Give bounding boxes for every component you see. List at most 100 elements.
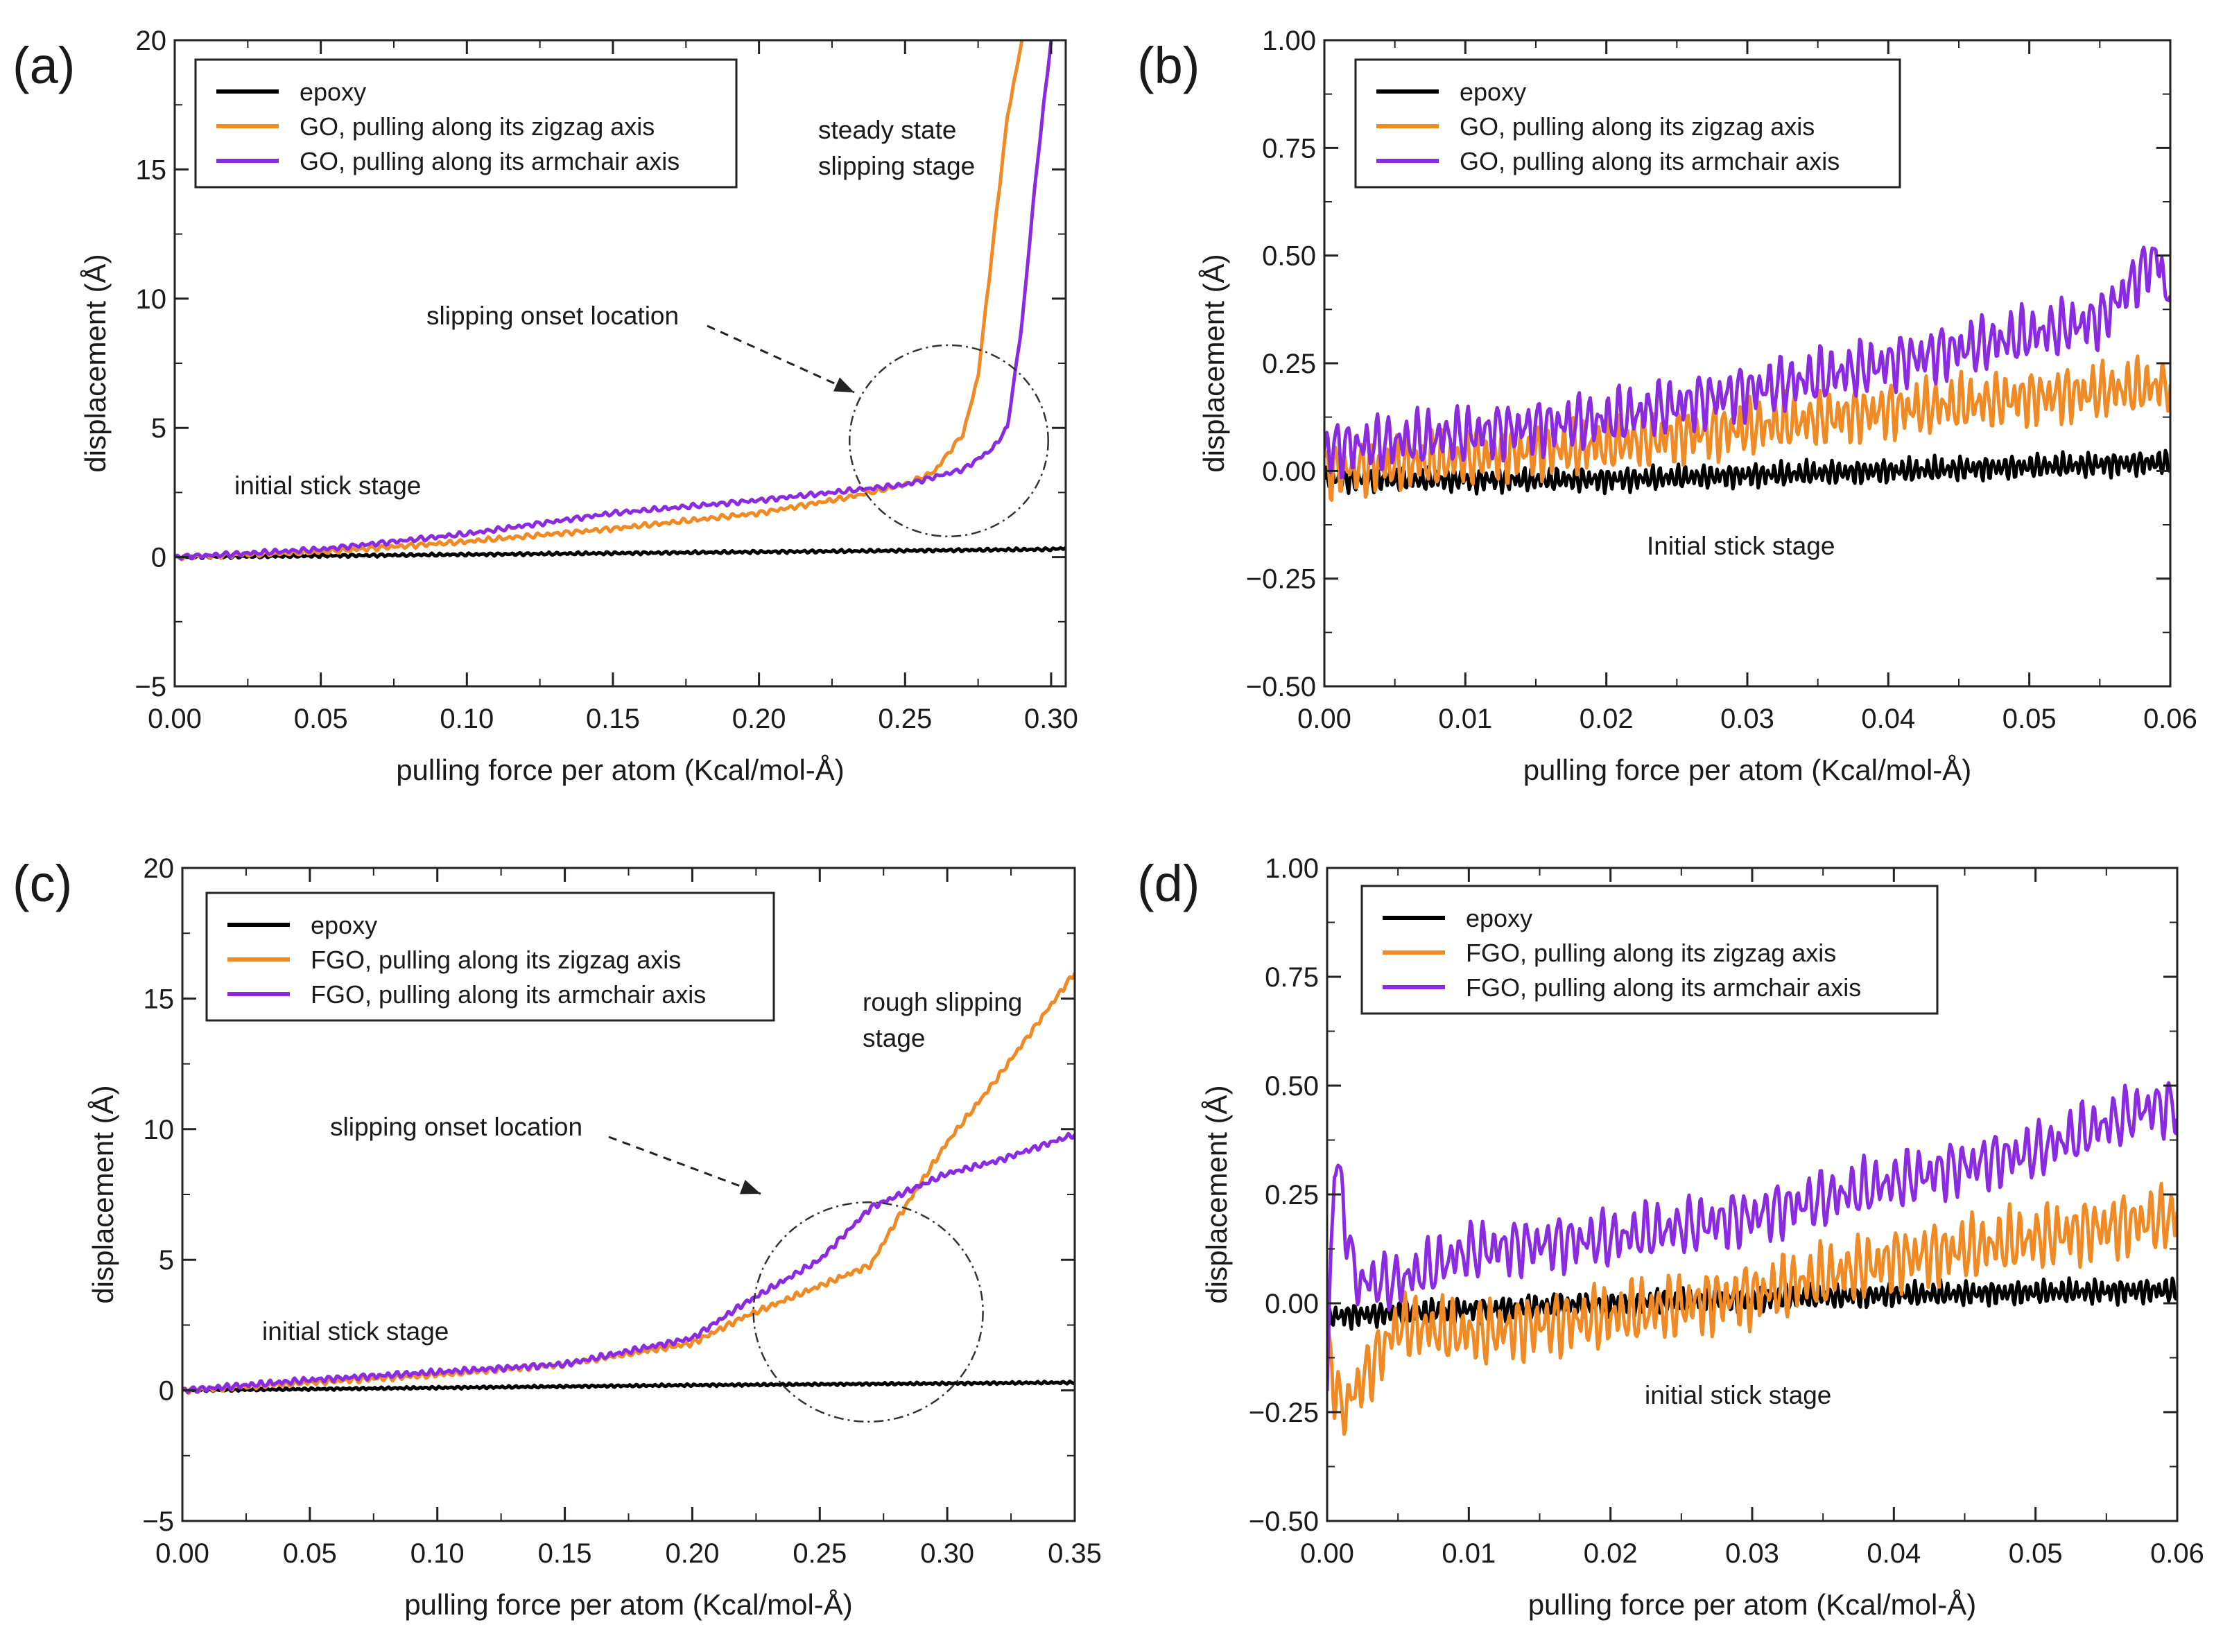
y-tick-label: 15	[136, 155, 167, 185]
y-tick-label: −0.25	[1246, 564, 1316, 595]
annotation-text: stage	[863, 1024, 926, 1052]
annotation-text: Initial stick stage	[1647, 532, 1835, 560]
x-axis-label: pulling force per atom (Kcal/mol-Å)	[1523, 754, 1972, 786]
x-tick-label: 0.02	[1580, 704, 1634, 734]
panel-d: (d) 0.00 0.01 0.02 0.03 0.04 0.05 0.06 −0.50 −0.2…	[1137, 853, 2204, 1621]
panel-label: (b)	[1137, 37, 1200, 94]
y-tick-label: −5	[142, 1506, 174, 1537]
y-tick-label: 0.25	[1265, 1180, 1319, 1210]
annotation-arrow-line	[608, 1136, 761, 1195]
annotation-text: initial stick stage	[262, 1317, 449, 1346]
panel-a: (a) 0.00 0.05 0.10 0.15 0.20 0.25 0.30 −5 0 5 10 15 2…	[12, 26, 1078, 786]
annotation-arrow-head	[739, 1179, 761, 1194]
slip-onset-circle	[848, 344, 1049, 538]
y-tick-label: 0.75	[1265, 962, 1319, 993]
legend-label-armchair: FGO, pulling along its armchair axis	[311, 980, 706, 1009]
annotation-arrow-head	[833, 377, 854, 392]
y-axis-label: displacement (Å)	[79, 254, 112, 472]
y-tick-label: 20	[136, 26, 167, 56]
y-tick-label: 0.50	[1262, 241, 1316, 272]
legend-box	[1360, 885, 1939, 1015]
legend: epoxy GO, pulling along its zigzag axis GO…	[194, 58, 738, 189]
x-tick-label: 0.15	[538, 1538, 592, 1569]
series-line-zigzag	[1327, 1181, 2177, 1436]
annotation-text: initial stick stage	[234, 471, 421, 500]
y-tick-label: 1.00	[1262, 26, 1316, 56]
x-tick-label: 0.03	[1720, 704, 1774, 734]
series-line-armchair	[1324, 245, 2170, 480]
legend-box	[205, 892, 775, 1022]
x-tick-label: 0.15	[586, 704, 640, 734]
x-tick-label: 0.25	[793, 1538, 847, 1569]
panel-label: (a)	[12, 37, 75, 94]
y-axis-label: displacement (Å)	[87, 1085, 119, 1303]
x-tick-label: 0.20	[665, 1538, 719, 1569]
y-tick-label: 20	[144, 853, 175, 884]
x-tick-label: 0.10	[410, 1538, 465, 1569]
panel-b: (b) 0.00 0.01 0.02 0.03 0.04 0.05 0.06 −0.50 −0.2…	[1137, 26, 2197, 786]
legend-label-zigzag: GO, pulling along its zigzag axis	[1460, 112, 1815, 141]
x-tick-label: 0.30	[1024, 704, 1078, 734]
x-tick-label: 0.00	[1300, 1538, 1354, 1569]
annotation-text: initial stick stage	[1645, 1381, 1831, 1409]
y-axis-label: displacement (Å)	[1200, 1085, 1233, 1303]
x-tick-label: 0.30	[920, 1538, 974, 1569]
y-tick-label: 0.25	[1262, 349, 1316, 379]
slip-onset-circle	[752, 1201, 984, 1423]
x-tick-label: 0.05	[2002, 704, 2057, 734]
y-tick-label: 1.00	[1265, 853, 1319, 884]
x-tick-label: 0.04	[1861, 704, 1915, 734]
series-line-armchair	[1327, 1081, 2177, 1391]
y-axis-label: displacement (Å)	[1197, 254, 1230, 472]
x-tick-label: 0.05	[283, 1538, 337, 1569]
legend-label-epoxy: epoxy	[1466, 904, 1532, 932]
series-line-epoxy	[1324, 449, 2170, 496]
y-tick-label: 0.50	[1265, 1071, 1319, 1102]
y-tick-label: 0	[151, 543, 166, 573]
legend: epoxy FGO, pulling along its zigzag axis F…	[205, 892, 775, 1022]
legend-box	[194, 58, 738, 189]
annotation-text: rough slipping	[863, 988, 1022, 1016]
x-tick-label: 0.01	[1438, 704, 1492, 734]
x-tick-label: 0.00	[1297, 704, 1351, 734]
y-tick-label: −5	[135, 672, 166, 702]
x-tick-label: 0.03	[1725, 1538, 1779, 1569]
series-line-epoxy	[175, 546, 1066, 560]
x-tick-label: 0.20	[732, 704, 786, 734]
series-line-epoxy	[182, 1380, 1075, 1393]
x-axis-label: pulling force per atom (Kcal/mol-Å)	[396, 754, 845, 786]
series-line-zigzag	[175, 40, 1024, 562]
y-tick-label: −0.25	[1249, 1398, 1319, 1428]
legend: epoxy FGO, pulling along its zigzag axis F…	[1360, 885, 1939, 1015]
panel-c: (c) 0.00 0.05 0.10 0.15 0.20 0.25 0.30 0.35 −5 0 5 1…	[12, 853, 1102, 1621]
legend-label-epoxy: epoxy	[311, 911, 377, 939]
legend-label-zigzag: FGO, pulling along its zigzag axis	[1466, 939, 1836, 967]
x-tick-label: 0.06	[2143, 704, 2197, 734]
panel-label: (c)	[12, 855, 72, 912]
series-line-armchair	[182, 1131, 1075, 1394]
legend-label-armchair: FGO, pulling along its armchair axis	[1466, 973, 1861, 1002]
x-tick-label: 0.00	[155, 1538, 209, 1569]
legend-label-zigzag: GO, pulling along its zigzag axis	[300, 112, 655, 141]
y-tick-label: 5	[159, 1245, 174, 1276]
y-tick-label: 0.00	[1265, 1289, 1319, 1319]
y-tick-label: 5	[151, 413, 166, 444]
y-tick-label: 10	[144, 1115, 175, 1145]
x-tick-label: 0.01	[1442, 1538, 1496, 1569]
legend-label-zigzag: FGO, pulling along its zigzag axis	[311, 946, 681, 974]
y-tick-label: −0.50	[1249, 1506, 1319, 1537]
series-line-armchair	[175, 40, 1053, 561]
legend-label-armchair: GO, pulling along its armchair axis	[1460, 147, 1840, 175]
x-axis-label: pulling force per atom (Kcal/mol-Å)	[404, 1588, 853, 1621]
y-tick-label: 15	[144, 984, 175, 1014]
y-tick-label: 0.00	[1262, 456, 1316, 487]
annotation-text: slipping onset location	[426, 302, 679, 330]
annotation-arrow-line	[707, 324, 855, 394]
x-tick-label: 0.10	[440, 704, 494, 734]
annotation-text: slipping onset location	[330, 1113, 582, 1141]
legend-box	[1354, 58, 1901, 189]
x-tick-label: 0.05	[294, 704, 348, 734]
legend: epoxy GO, pulling along its zigzag axis GO…	[1354, 58, 1901, 189]
annotation-text: slipping stage	[818, 152, 975, 180]
